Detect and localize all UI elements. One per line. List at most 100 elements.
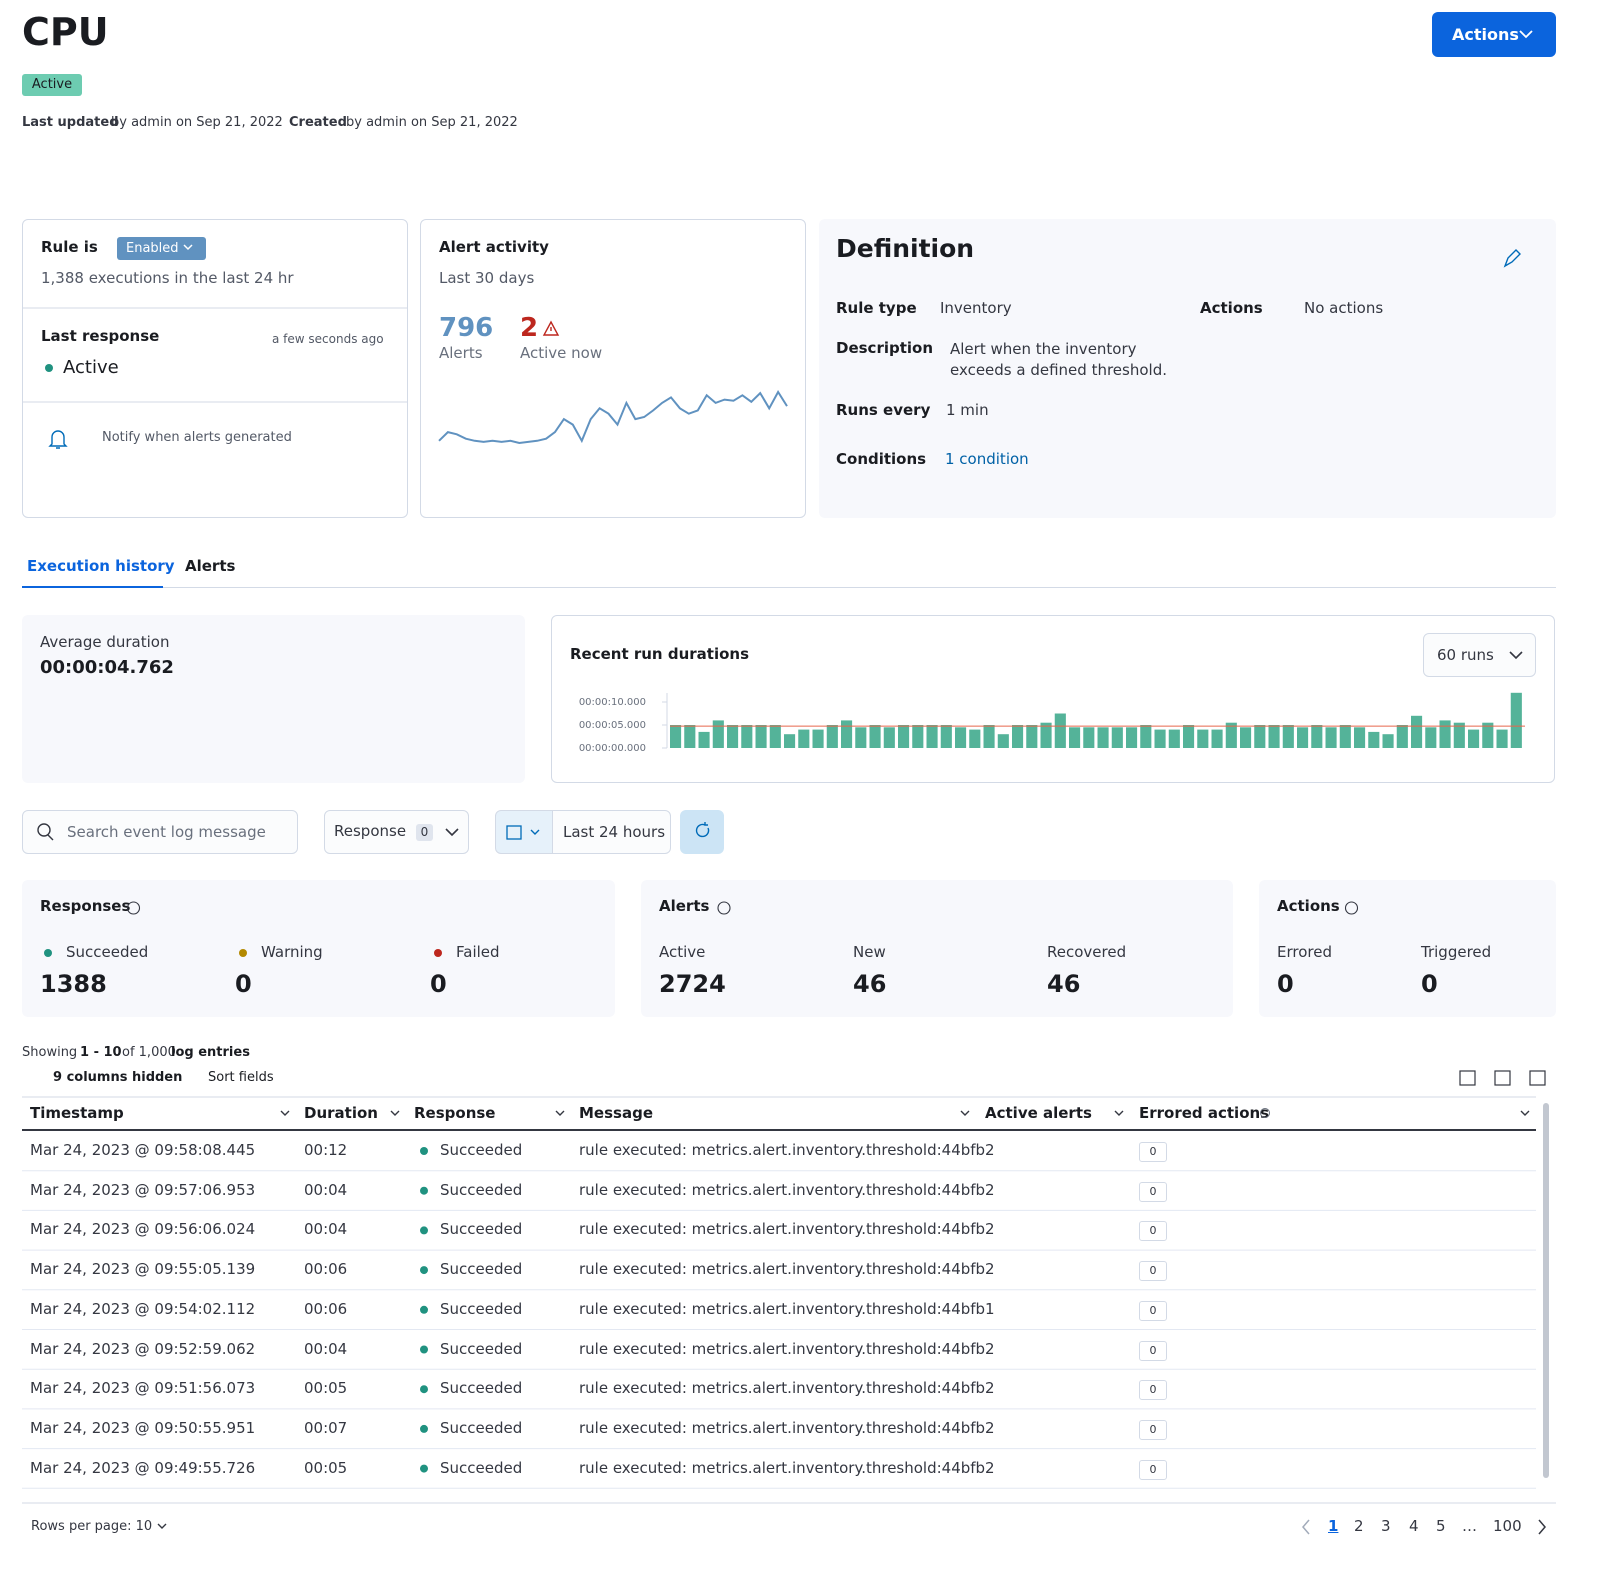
status-dot [420, 1464, 428, 1473]
cell: 00:06 [304, 1299, 348, 1318]
label: Last response [41, 327, 160, 345]
cell: 00:07 [304, 1418, 348, 1437]
meta-label: Created [289, 115, 347, 130]
label: Alert activity [439, 238, 549, 256]
page-link[interactable]: 1 [1328, 1517, 1339, 1535]
field-value: Inventory [940, 299, 1012, 317]
tab[interactable]: Alerts [185, 557, 236, 575]
date-range[interactable]: Last 24 hours [552, 810, 671, 854]
cell: 2 [985, 1458, 995, 1477]
cell-badge: 0 [1139, 1181, 1167, 1202]
column-header[interactable]: Message [579, 1104, 653, 1122]
cell: rule executed: metrics.alert.inventory.t… [579, 1141, 986, 1159]
cell: rule executed: metrics.alert.inventory.t… [579, 1418, 986, 1437]
label: Triggered [1421, 943, 1492, 961]
stat: 2 [520, 313, 539, 343]
meta-label: Last updated [22, 115, 119, 130]
cell: Mar 24, 2023 @ 09:52:59.062 [30, 1339, 256, 1358]
page-link[interactable]: … [1462, 1517, 1477, 1535]
text: Showing [22, 1045, 78, 1060]
page-link[interactable]: 4 [1409, 1517, 1419, 1535]
cell: Succeeded [440, 1458, 523, 1477]
cell: 2 [985, 1379, 995, 1398]
stat: 1388 [40, 970, 107, 998]
cell: 1 [985, 1299, 995, 1318]
conditions-link[interactable]: 1 condition [945, 450, 1029, 468]
enabled-dropdown[interactable]: Enabled [117, 237, 206, 260]
cell: Mar 24, 2023 @ 09:58:08.445 [30, 1141, 256, 1159]
field-value: 1 min [946, 401, 989, 419]
cell: rule executed: metrics.alert.inventory.t… [579, 1260, 986, 1279]
page-link[interactable]: 3 [1381, 1517, 1391, 1535]
stat: 796 [439, 313, 494, 343]
column-header[interactable]: Errored actions [1139, 1104, 1270, 1122]
toolbar-button[interactable]: Sort fields [208, 1070, 274, 1085]
field-value: Alert when the inventory exceeds a defin… [950, 340, 1167, 379]
cell: rule executed: metrics.alert.inventory.t… [579, 1220, 986, 1239]
field-label: Runs every [836, 401, 931, 419]
cell: rule executed: metrics.alert.inventory.t… [579, 1458, 986, 1477]
stat: 2724 [659, 970, 726, 998]
tab[interactable]: Execution history [27, 557, 175, 575]
toolbar-button[interactable]: 9 columns hidden [53, 1070, 183, 1085]
column-header[interactable]: Duration [304, 1104, 378, 1122]
status-dot [420, 1266, 428, 1275]
toolbar-icon [1529, 1070, 1546, 1086]
field-label: Actions [1200, 299, 1263, 317]
page-link[interactable]: 2 [1354, 1517, 1364, 1535]
heading: Recent run durations [570, 645, 749, 663]
heading: Alerts [659, 897, 710, 915]
column-header[interactable]: Timestamp [30, 1104, 124, 1122]
status-dot [420, 1147, 428, 1155]
chevron [157, 1523, 167, 1529]
text: 1,388 executions in the last 24 hr [41, 269, 294, 287]
runs-select[interactable]: 60 runs [1423, 633, 1536, 677]
cell: Mar 24, 2023 @ 09:57:06.953 [30, 1180, 256, 1199]
column-header[interactable]: Active alerts [985, 1104, 1092, 1122]
prev-icon [1302, 1519, 1310, 1535]
search-input[interactable]: Search event log message [22, 810, 298, 854]
status-dot [420, 1385, 428, 1394]
chevron [1114, 1110, 1124, 1116]
next-icon [1538, 1519, 1546, 1535]
cell-badge: 0 [1139, 1300, 1167, 1321]
cell-badge: 0 [1139, 1221, 1167, 1242]
cell: rule executed: metrics.alert.inventory.t… [579, 1180, 986, 1199]
cell: 00:05 [304, 1458, 348, 1477]
meta-text: by admin on Sep 21, 2022 [111, 115, 283, 130]
cell: 00:04 [304, 1180, 348, 1199]
cell: Mar 24, 2023 @ 09:51:56.073 [30, 1379, 256, 1398]
page-link[interactable]: 100 [1493, 1517, 1522, 1535]
stat: 0 [1277, 970, 1294, 998]
text: Last 30 days [439, 269, 535, 287]
stat: 46 [853, 970, 887, 998]
status-dot [420, 1345, 428, 1354]
cell: Succeeded [440, 1180, 523, 1199]
text: Active now [520, 344, 603, 362]
cell: Mar 24, 2023 @ 09:55:05.139 [30, 1260, 256, 1279]
heading: Actions [1277, 897, 1340, 915]
page-link[interactable]: 5 [1436, 1517, 1446, 1535]
label: Errored [1277, 943, 1332, 961]
chevron [280, 1110, 290, 1116]
refresh-button[interactable] [680, 810, 724, 854]
date-quick-menu[interactable] [495, 810, 553, 854]
average-panel [22, 615, 525, 783]
cell: Mar 24, 2023 @ 09:56:06.024 [30, 1220, 256, 1239]
actions-button[interactable]: Actions [1432, 12, 1556, 57]
response-filter[interactable] [324, 810, 469, 854]
field-label: Description [836, 339, 934, 357]
toolbar-icon [1459, 1070, 1476, 1086]
cell: 2 [985, 1180, 995, 1199]
summary-panel [22, 880, 615, 1017]
rows-per-page[interactable]: Rows per page: 10 [31, 1519, 153, 1534]
status-badge: Active [22, 74, 82, 96]
count-badge: 0 [416, 824, 433, 841]
cell: rule executed: metrics.alert.inventory.t… [579, 1379, 986, 1398]
stat: 0 [430, 970, 447, 998]
cell-badge: 0 [1139, 1380, 1167, 1401]
label: Average duration [40, 633, 170, 651]
label: Warning [261, 943, 323, 961]
column-header[interactable]: Response [414, 1104, 496, 1122]
text: Notify when alerts generated [102, 430, 292, 445]
